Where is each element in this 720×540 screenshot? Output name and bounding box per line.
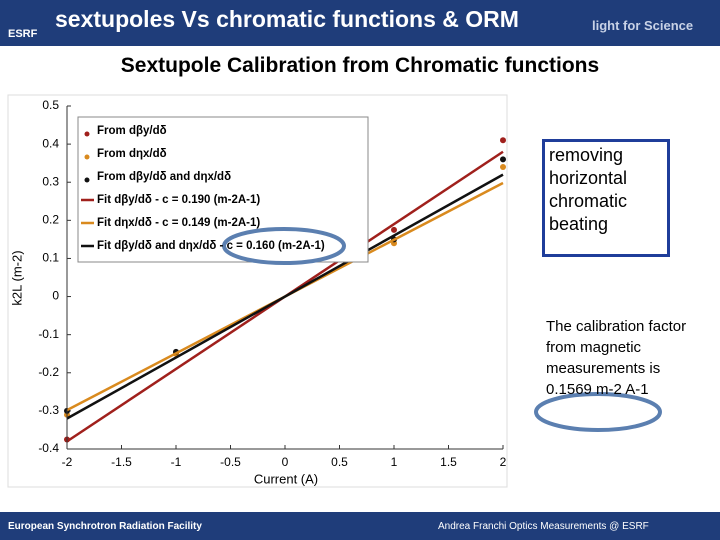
x-tick-label: 1.5 bbox=[440, 455, 457, 469]
y-tick-label: 0.2 bbox=[42, 213, 59, 227]
data-point bbox=[500, 137, 506, 144]
footer-right: Andrea Franchi Optics Measurements @ ESR… bbox=[438, 521, 649, 532]
highlight-ellipse bbox=[534, 392, 662, 432]
legend-swatch bbox=[84, 177, 90, 183]
data-point bbox=[500, 156, 506, 163]
data-point bbox=[500, 163, 506, 170]
y-tick-label: 0.1 bbox=[42, 251, 59, 265]
legend-swatch bbox=[84, 131, 90, 137]
y-tick-label: -0.1 bbox=[38, 327, 59, 341]
legend-label: Fit dηx/dδ - c = 0.149 (m-2A-1) bbox=[97, 217, 260, 229]
legend-box bbox=[77, 116, 369, 263]
x-tick-label: -1.5 bbox=[111, 455, 132, 469]
x-tick-label: -1 bbox=[171, 455, 182, 469]
legend-label: Fit dβy/dδ and dηx/dδ - c = 0.160 (m-2A-… bbox=[97, 240, 325, 252]
x-tick-label: 2 bbox=[500, 455, 507, 469]
footer-bar bbox=[0, 512, 720, 540]
slide-title: sextupoles Vs chromatic functions & ORM bbox=[55, 6, 519, 32]
x-tick-label: 0.5 bbox=[331, 455, 348, 469]
note: The calibration factor from magnetic mea… bbox=[546, 318, 687, 398]
highlight-ellipse bbox=[222, 227, 346, 265]
legend-label: From dηx/dδ bbox=[97, 148, 167, 160]
legend-swatch bbox=[84, 154, 90, 160]
y-tick-label: 0 bbox=[52, 289, 59, 303]
legend-label: From dβy/dδ and dηx/dδ bbox=[97, 171, 231, 183]
y-tick-label: 0.4 bbox=[42, 136, 59, 150]
footer-left: European Synchrotron Radiation Facility bbox=[8, 521, 202, 532]
callout: removing horizontal chromatic beating bbox=[542, 139, 670, 257]
y-axis-label: k2L (m-2) bbox=[9, 250, 24, 305]
x-tick-label: -0.5 bbox=[220, 455, 241, 469]
subtitle: Sextupole Calibration from Chromatic fun… bbox=[120, 54, 600, 77]
legend-label: From dβy/dδ bbox=[97, 125, 167, 137]
header-bar bbox=[0, 0, 720, 46]
tagline: light for Science bbox=[592, 18, 694, 33]
y-tick-label: -0.3 bbox=[38, 403, 59, 417]
x-tick-label: -2 bbox=[62, 455, 73, 469]
x-tick-label: 0 bbox=[282, 455, 289, 469]
y-tick-label: -0.2 bbox=[38, 365, 59, 379]
x-tick-label: 1 bbox=[391, 455, 398, 469]
logo: ESRF bbox=[8, 28, 38, 40]
y-tick-label: -0.4 bbox=[38, 441, 59, 455]
legend-label: Fit dβy/dδ - c = 0.190 (m-2A-1) bbox=[97, 194, 260, 206]
x-axis-label: Current (A) bbox=[254, 471, 318, 486]
y-tick-label: 0.5 bbox=[42, 98, 59, 112]
fit-line bbox=[66, 173, 504, 420]
y-tick-label: 0.3 bbox=[42, 174, 59, 188]
data-point bbox=[391, 226, 397, 233]
